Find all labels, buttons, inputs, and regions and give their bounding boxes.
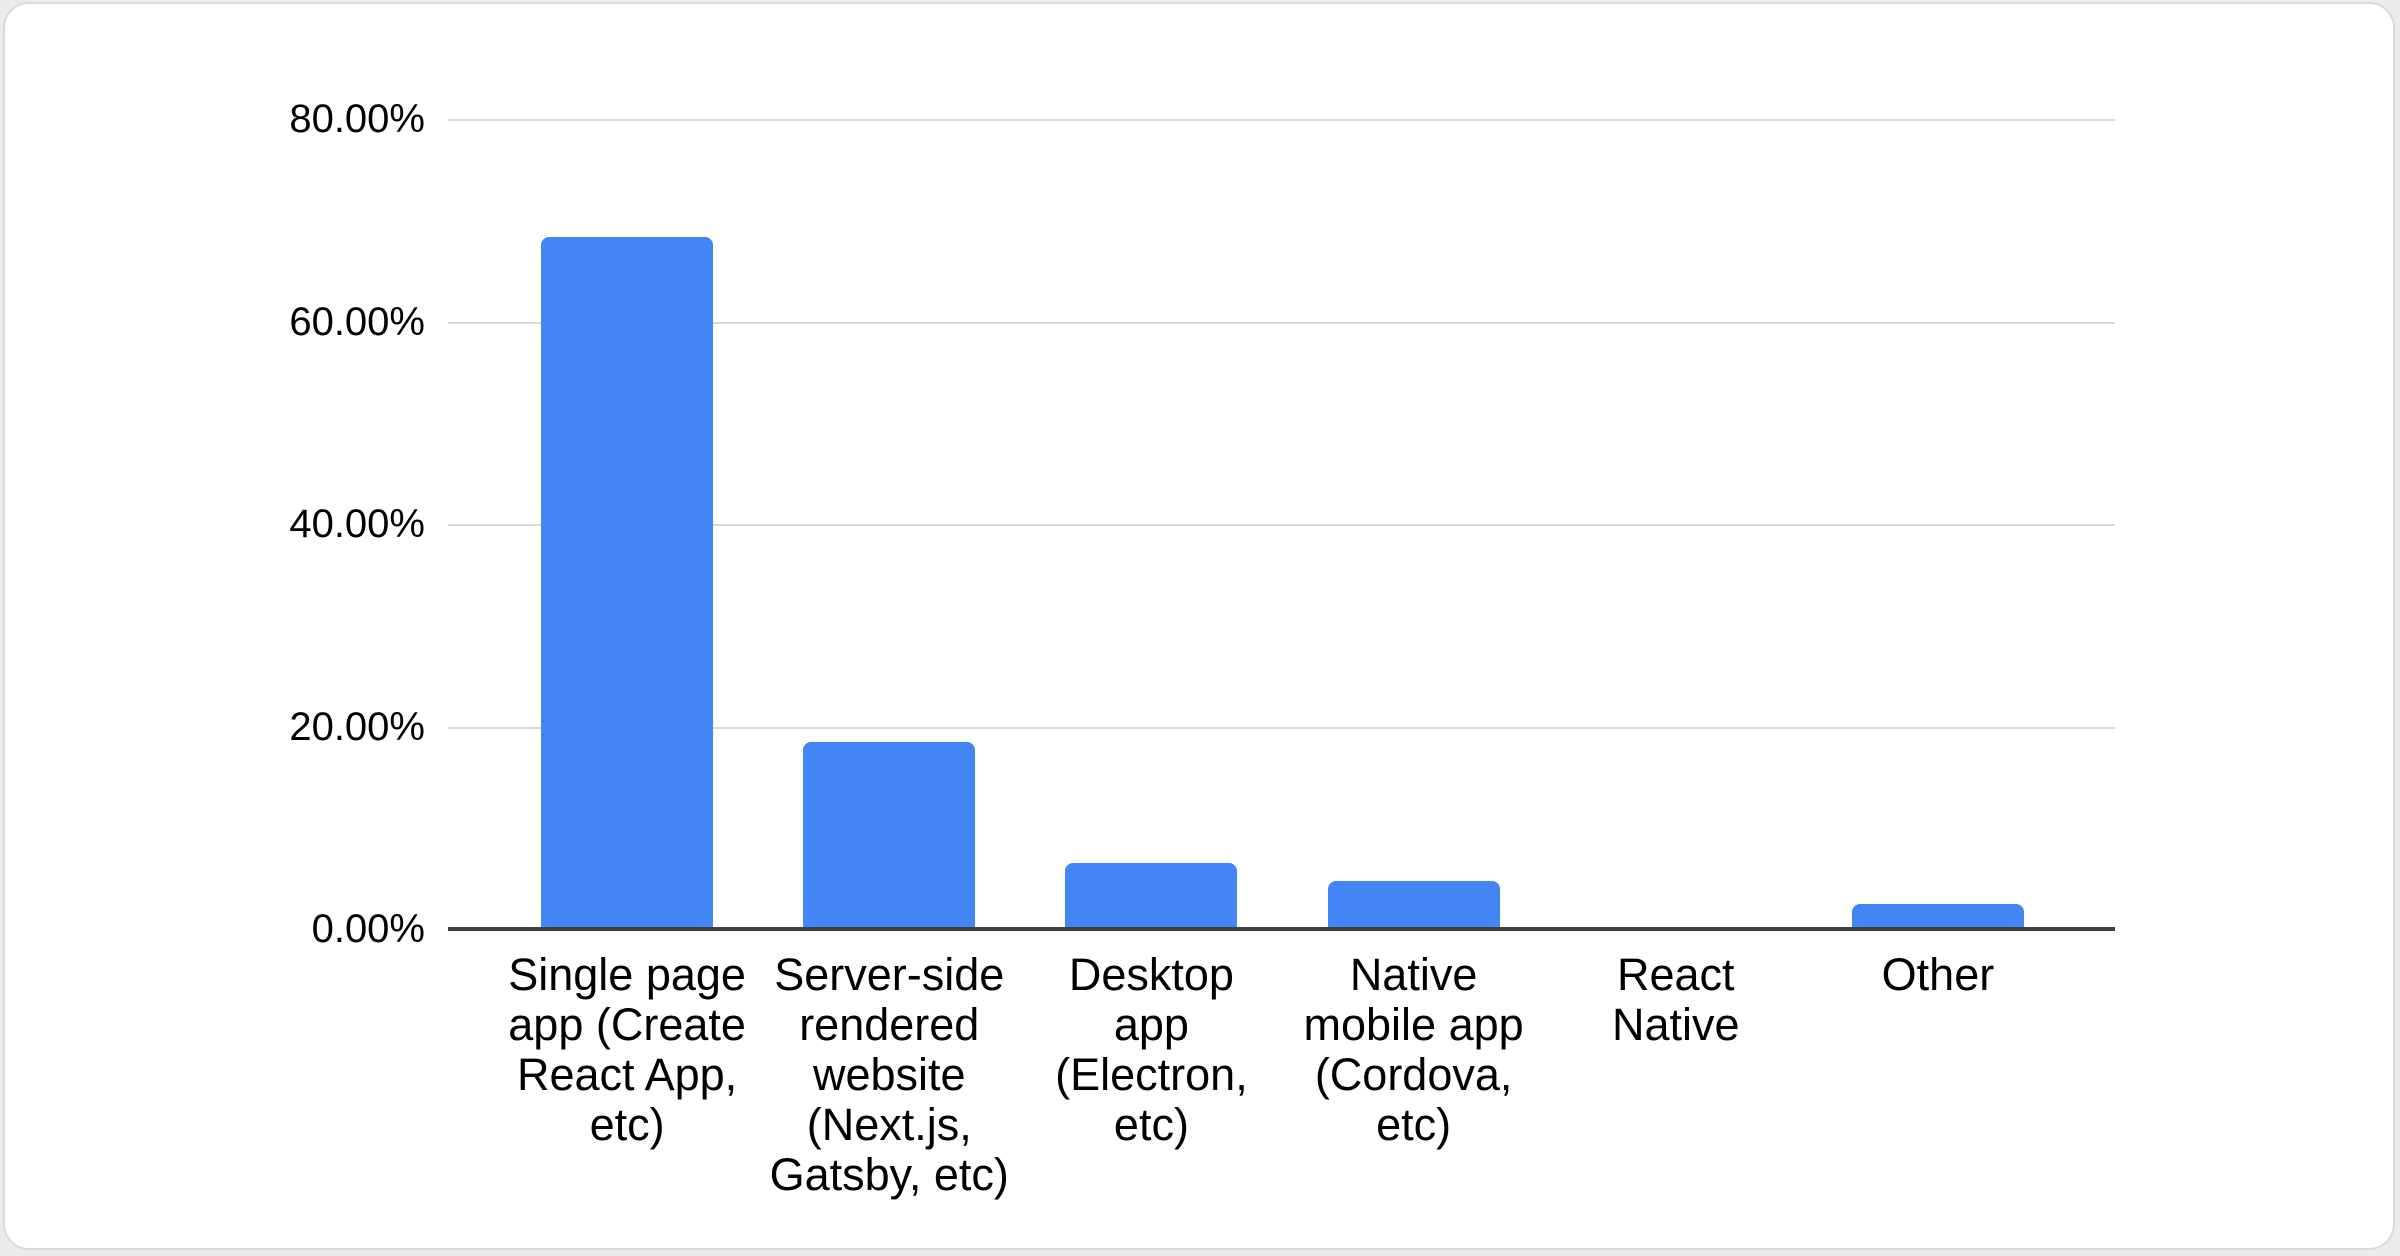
bars-row [496, 119, 2069, 929]
category-label-single-page-app: Single page app (Create React App, etc) [508, 949, 746, 1150]
chart-card: 80.00% 60.00% 40.00% 20.00% 0.00% [3, 2, 2395, 1250]
gridline-40 [448, 524, 2115, 526]
bar-other [1851, 903, 2024, 929]
gridline-80 [448, 119, 2115, 121]
gridline-60 [448, 321, 2115, 324]
bar-slot [496, 119, 758, 929]
gridline-20 [448, 726, 2115, 729]
y-tick-40: 40.00% [289, 502, 425, 546]
x-axis-line [448, 927, 2115, 931]
plot-area [448, 119, 2115, 931]
bar-desktop-app [1065, 863, 1238, 929]
y-tick-0: 0.00% [311, 907, 425, 951]
bar-slot [1020, 119, 1282, 929]
bar-chart: 80.00% 60.00% 40.00% 20.00% 0.00% [5, 4, 2393, 1248]
category-label-react-native: React Native [1611, 949, 1740, 1050]
bar-slot [1283, 119, 1545, 929]
bar-slot [1807, 119, 2069, 929]
bar-single-page-app [541, 237, 714, 929]
y-tick-20: 20.00% [289, 704, 425, 749]
category-label-server-side-rendered: Server-side rendered website (Next.js, G… [769, 949, 1009, 1200]
bar-slot [1545, 119, 1807, 929]
y-tick-60: 60.00% [289, 299, 425, 344]
y-tick-80: 80.00% [289, 97, 425, 141]
bar-slot [758, 119, 1020, 929]
category-label-other: Other [1881, 949, 1995, 1000]
category-label-desktop-app: Desktop app (Electron, etc) [1055, 949, 1248, 1150]
y-axis: 80.00% 60.00% 40.00% 20.00% 0.00% [5, 99, 425, 949]
x-axis-labels: Single page app (Create React App, etc) … [496, 950, 2069, 1200]
bar-server-side-rendered [803, 741, 976, 929]
category-label-native-mobile-app: Native mobile app (Cordova, etc) [1303, 949, 1524, 1150]
bar-native-mobile-app [1327, 881, 1500, 929]
